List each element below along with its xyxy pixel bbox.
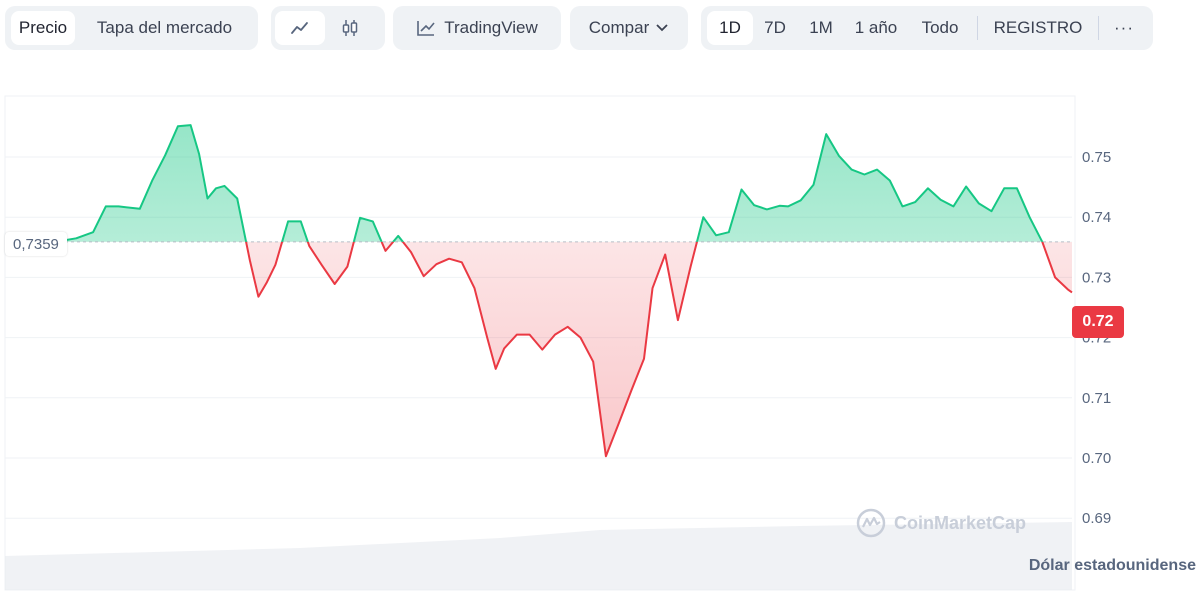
divider — [1098, 16, 1099, 40]
currency-label: Dólar estadounidense — [1028, 557, 1196, 574]
current-price-text: 0.72 — [1082, 313, 1114, 330]
tab-price[interactable]: Precio — [11, 11, 75, 45]
coinmarketcap-logo-icon — [856, 508, 886, 538]
divider — [977, 16, 978, 40]
y-tick-label: 0.74 — [1082, 209, 1111, 226]
line-chart-button[interactable] — [275, 11, 325, 45]
watermark-text: CoinMarketCap — [894, 512, 1027, 533]
y-tick-label: 0.71 — [1082, 390, 1111, 407]
area-below-baseline — [55, 241, 1072, 457]
tradingview-group: TradingView — [393, 6, 561, 50]
area-above-baseline — [55, 125, 1043, 242]
volume-area — [5, 522, 1072, 590]
compare-group: Compar — [570, 6, 688, 50]
current-price-badge: 0.72 — [1072, 306, 1124, 338]
compare-label: Compar — [588, 18, 650, 37]
range-1d[interactable]: 1D — [707, 11, 753, 45]
y-tick-label: 0.70 — [1082, 450, 1111, 467]
tradingview-icon — [417, 21, 435, 36]
start-value-label: 0,7359 — [5, 232, 67, 256]
range-1m[interactable]: 1M — [809, 18, 833, 37]
compare-dropdown[interactable]: Compar — [574, 11, 684, 45]
y-tick-label: 0.69 — [1082, 510, 1111, 527]
range-7d[interactable]: 7D — [764, 18, 786, 37]
more-options-button[interactable]: ··· — [1114, 18, 1134, 37]
time-range-group: 1D 7D 1M 1 año Todo REGISTRO ··· — [701, 6, 1153, 50]
line-chart-icon — [291, 22, 308, 34]
y-tick-label: 0.73 — [1082, 269, 1111, 286]
view-tabs: Precio Tapa del mercado — [5, 6, 258, 50]
price-line-up — [54, 124, 1044, 242]
price-line-down — [54, 241, 1073, 458]
range-1y[interactable]: 1 año — [854, 18, 898, 37]
tradingview-label: TradingView — [444, 18, 538, 37]
chart-type-toggle — [271, 6, 385, 50]
start-value-text: 0,7359 — [13, 235, 59, 253]
tradingview-button[interactable]: TradingView — [397, 11, 557, 45]
chevron-down-icon — [656, 24, 668, 32]
candlestick-icon — [342, 20, 358, 36]
y-tick-label: 0.75 — [1082, 149, 1111, 166]
tab-market-cap[interactable]: Tapa del mercado — [96, 18, 233, 37]
candlestick-button[interactable] — [325, 11, 375, 45]
range-all[interactable]: Todo — [921, 18, 959, 37]
log-scale-button[interactable]: REGISTRO — [993, 18, 1083, 37]
coinmarketcap-watermark: CoinMarketCap — [856, 508, 1026, 538]
chart-toolbar: Precio Tapa del mercado TradingView — [5, 6, 1200, 50]
